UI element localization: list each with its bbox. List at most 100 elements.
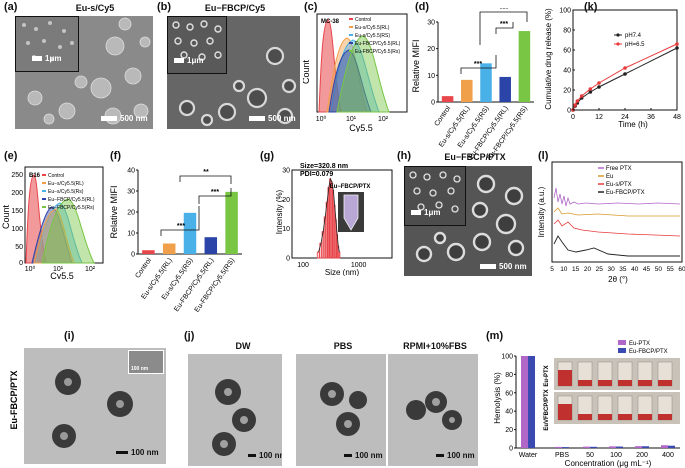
panel-m-legend-1: Eu-FBCP/PTX [629,349,668,355]
g-bar-9 [333,204,336,259]
panel-b-scale: 500 nm [268,114,296,123]
panel-e-legend-3: Eu−FBCP/Cy5.5(RL) [48,197,95,203]
panel-k-legend-1: pH=6.5 [625,42,645,48]
panel-j-label: (j) [184,330,195,342]
panel-m-ylabel: Hemolysis (%) [493,372,502,424]
panel-g-chart: Intensity (%) 0 10 20 30 100 1000 Size=320.8 … [275,163,393,276]
g-bar-8 [332,190,335,259]
m-ytick: 100 [501,354,513,361]
panel-c-legend-3: Eu-FBCP/Cy5.5(RL) [355,41,401,47]
f-ytick: 20 [127,210,135,217]
panel-j-scale-2: 100 nm [447,451,475,460]
panel-d-ylabel: Relative MIFI [411,39,421,92]
k-point-0-4 [588,90,593,94]
panel-m-legend-0: Eu-PTX [629,341,650,347]
panel-m-side-label-1: Eu-PTX [544,365,550,386]
panel-h-inset: 1μm [404,166,466,226]
g-ytick: 30 [282,168,290,175]
d-ytick: 10 [427,73,435,80]
panel-g-size: Size=320.8 nm [300,163,348,170]
panel-e-xlabel: Cy5.5 [50,271,74,279]
panel-a-title: Eu-s/Cy5 [75,3,115,13]
panel-l-legend-3: Eu-FBCP/PTX [606,190,645,196]
panel-e-legend-1: Eu−s/Cy5.5(RL) [48,181,84,187]
m-ytick: 80 [505,372,513,379]
g-bar-0 [316,251,320,259]
panel-d-sig-1: *** [474,61,482,68]
m-bar-1-1 [562,447,569,448]
d-bar-1 [461,79,473,102]
panel-c-legend-1: Eu-s/Cy5.5(RL) [355,25,390,31]
panel-j-scale-1: 100 nm [355,451,383,460]
panel-d-sig-3: *** [500,8,508,13]
k-point-1-4 [588,87,593,91]
f-category-4: Eu-FBCP/Cy5.5(RS) [194,257,237,314]
panel-e-ylabel: Count [2,205,11,230]
panel-i-scale: 100 nm [131,448,159,457]
k-ytick: 40 [563,68,571,75]
panel-j-tem-rpmi: 100 nm [388,354,478,466]
m-ytick: 60 [505,390,513,397]
g-ytick: 0 [286,256,290,263]
l-xtick: 35 [619,266,627,273]
l-xtick: 60 [678,266,685,273]
panel-l-legend-1: Eu [606,174,613,180]
panel-l-legend-2: Eu-s/PTX [606,182,632,188]
panel-e-xtick-0: 10⁰ [25,265,36,273]
d-category-0: Control [434,105,453,128]
m-category-3: 100 [610,452,622,459]
panel-d-label: (d) [415,1,430,13]
panel-j-title-dw: DW [235,341,251,351]
panel-h-title: Eu−FBCP/PTX [444,152,506,162]
panel-j-tem-pbs: 100 nm [296,354,386,466]
panel-c-xtick-1: 10¹ [346,116,357,123]
k-point-1-6 [623,66,627,70]
panel-k-legend-0: pH7.4 [625,33,642,39]
panel-c-chart: Count MC-38 Control Eu-s/Cy5.5(RL) Eu-s/… [303,13,408,132]
panel-f-chart: Relative MIFI 010203040ControlEu-s/Cy5.5… [109,168,242,314]
m-bar-1-0 [528,356,535,448]
k-xtick: 0 [571,114,575,121]
l-xtick: 50 [655,266,663,273]
panel-a-particles [27,17,151,125]
svg-text:Eu-FBCP/PTX: Eu-FBCP/PTX [9,370,19,429]
panel-e-tag: B16 [29,173,41,179]
l-xtick: 10 [560,266,568,273]
panel-l-label: (l) [538,150,549,162]
k-xtick: 12 [595,114,603,121]
panel-k-chart: Cumulative drug release (%) 0 20 40 60 80 100… [544,8,681,130]
m-bar-0-5 [661,445,668,448]
panel-c-label: (c) [304,1,318,13]
svg-text:0: 0 [19,260,23,267]
f-category-0: Control [134,257,153,280]
panel-b-sem-image: 1μm 500 nm [167,16,300,129]
m-bar-0-0 [521,356,528,448]
panel-h-particles [415,174,525,263]
d-bar-0 [441,96,454,102]
panel-h-sem-image: 1μm 500 nm [404,166,532,276]
f-bar-1 [162,243,176,254]
d-ytick: 30 [427,20,435,27]
g-bar-6 [329,178,332,259]
l-xtick: 45 [643,266,651,273]
panel-e-legend-0: Control [48,173,64,179]
k-ytick: 100 [559,8,571,15]
l-xtick: 20 [584,266,592,273]
k-point-1-5 [597,81,601,85]
panel-b-label: (b) [157,1,172,13]
panel-f-sig-2: *** [211,189,219,196]
panel-c-legend-4: Eu-FBCP/Cy5.5(Rs) [355,49,400,55]
panel-h-label: (h) [397,150,412,162]
panel-c-legend-2: Eu-s/Cy5.5(RS) [355,33,390,39]
m-bar-1-4 [642,446,649,448]
m-bar-0-3 [609,446,616,448]
l-xtick: 55 [667,266,675,273]
m-ytick: 0 [509,446,513,453]
svg-text:150: 150 [11,208,23,215]
panel-c-ylabel: Count [303,60,311,85]
panel-h-scale: 500 nm [499,262,527,271]
panel-a-sem-image: 1μm 500 nm [15,16,153,129]
panel-d-chart: Relative MIFI 0102030ControlEu-s/Cy5.5(R… [411,8,534,162]
panel-l-xlabel: 2θ (°) [608,275,628,284]
panel-b-inset: 1μm [167,16,227,74]
